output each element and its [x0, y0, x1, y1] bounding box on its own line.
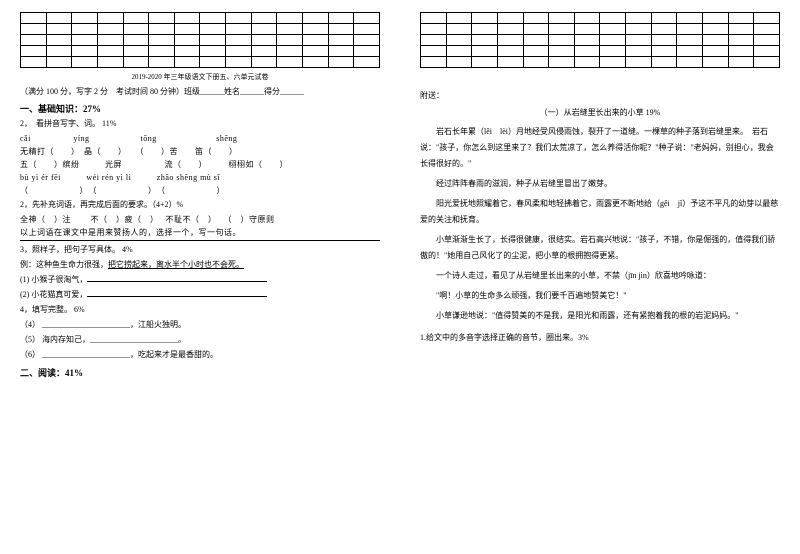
exam-title: 2019-2020 年三年级语文下册五、六单元试卷 [20, 72, 380, 82]
text-row-4: 以上词语在课文中是用来赞扬人的，选择一个，写一句话。 [20, 227, 380, 238]
pinyin-row-2: 五（ ）缤纷 光屏 流（ ） 栩栩如（ ） [20, 159, 380, 170]
page-right: 附送： （一）从岩缝里长出来的小草 19% 岩石长年累（lěi lèi）月地经受… [400, 0, 800, 554]
passage-p6: "啊！小草的生命多么顽强，我们要千百遍地赞美它！" [420, 288, 780, 304]
passage-q1: 1.给文中的多音字选择正确的音节，圈出来。3% [420, 332, 780, 344]
section1-heading: 一、基础知识：27% [20, 102, 380, 115]
passage-p2: 经过阵阵春雨的滋润，种子从岩缝里冒出了嫩芽。 [420, 176, 780, 192]
q4-label: 4，填写完整。 6% [20, 304, 380, 316]
passage-p5: 一个诗人走过，看见了从岩缝里长出来的小草，不禁（jīn jìn）欣喜地吟咏道： [420, 268, 780, 284]
writing-grid-left [20, 12, 380, 68]
passage-p3: 阳光爱抚地照耀着它，春风柔和地轻拂着它，雨露更不断地给（gěi jǐ）予这不平凡… [420, 196, 780, 228]
q2b-label: 2，先补充词语，再完成后面的要求。（4+2）% [20, 199, 380, 211]
q3-label: 3，照样子，把句子写具体。 4% [20, 244, 380, 256]
q3-1-text: (1) 小猴子很淘气， [20, 275, 87, 284]
text-row-2: （ ） （ ） （ ） [20, 185, 380, 196]
section2-heading: 二、阅读：41% [20, 366, 380, 379]
answer-line [20, 240, 380, 241]
q2-label: 2， 看拼音写字、词。 11% [20, 118, 380, 130]
q3-2: (2) 小花猫真可爱， [20, 289, 380, 301]
blank [87, 281, 267, 282]
q3-2-text: (2) 小花猫真可爱， [20, 290, 87, 299]
q4-6: （6） ______________________，吃起来才是最香甜的。 [20, 349, 380, 361]
passage-p4: 小草渐渐生长了，长得很健康，很结实。岩石高兴地说："孩子，不错，你是倔强的，值得… [420, 232, 780, 264]
q3-example-b: 把它捞起来，离水半个小时也不会死。 [108, 260, 244, 269]
pinyin-row-1: cǎi yíng tōng shēng [20, 133, 380, 144]
pinyin-row-3: bù yì ér fēi wéi rén yì lì zhāo shēng mù… [20, 172, 380, 183]
text-row-3: 全神（ ）注 不（ ）疲（ ） 不耻不（ ） （ ）守原则 [20, 214, 380, 225]
attach-label: 附送： [420, 90, 780, 101]
blank [87, 296, 267, 297]
q3-1: (1) 小猴子很淘气， [20, 274, 380, 286]
passage-title: （一）从岩缝里长出来的小草 19% [420, 107, 780, 118]
q3-example: 例：这种鱼生命力很强，把它捞起来，离水半个小时也不会死。 [20, 259, 380, 271]
text-row-1: 无精打（ ） 晶（ ） （ ）苦 笛（ ） [20, 146, 380, 157]
q4-4: （4） ______________________，江船火独明。 [20, 319, 380, 331]
passage-p7: 小草谦逊地说："值得赞美的不是我，是阳光和雨露，还有紧抱着我的根的岩泥妈妈。" [420, 308, 780, 324]
q3-example-a: 例：这种鱼生命力很强， [20, 260, 108, 269]
writing-grid-right [420, 12, 780, 68]
passage-p1: 岩石长年累（lěi lèi）月地经受风侵雨蚀，裂开了一道缝。一棵草的种子落到岩缝… [420, 124, 780, 172]
page-left: 2019-2020 年三年级语文下册五、六单元试卷 （满分 100 分，写字 2… [0, 0, 400, 554]
exam-info: （满分 100 分，写字 2 分 考试时间 80 分钟）班级______姓名__… [20, 86, 380, 97]
q4-5: （5） 海内存知己，______________________。 [20, 334, 380, 346]
